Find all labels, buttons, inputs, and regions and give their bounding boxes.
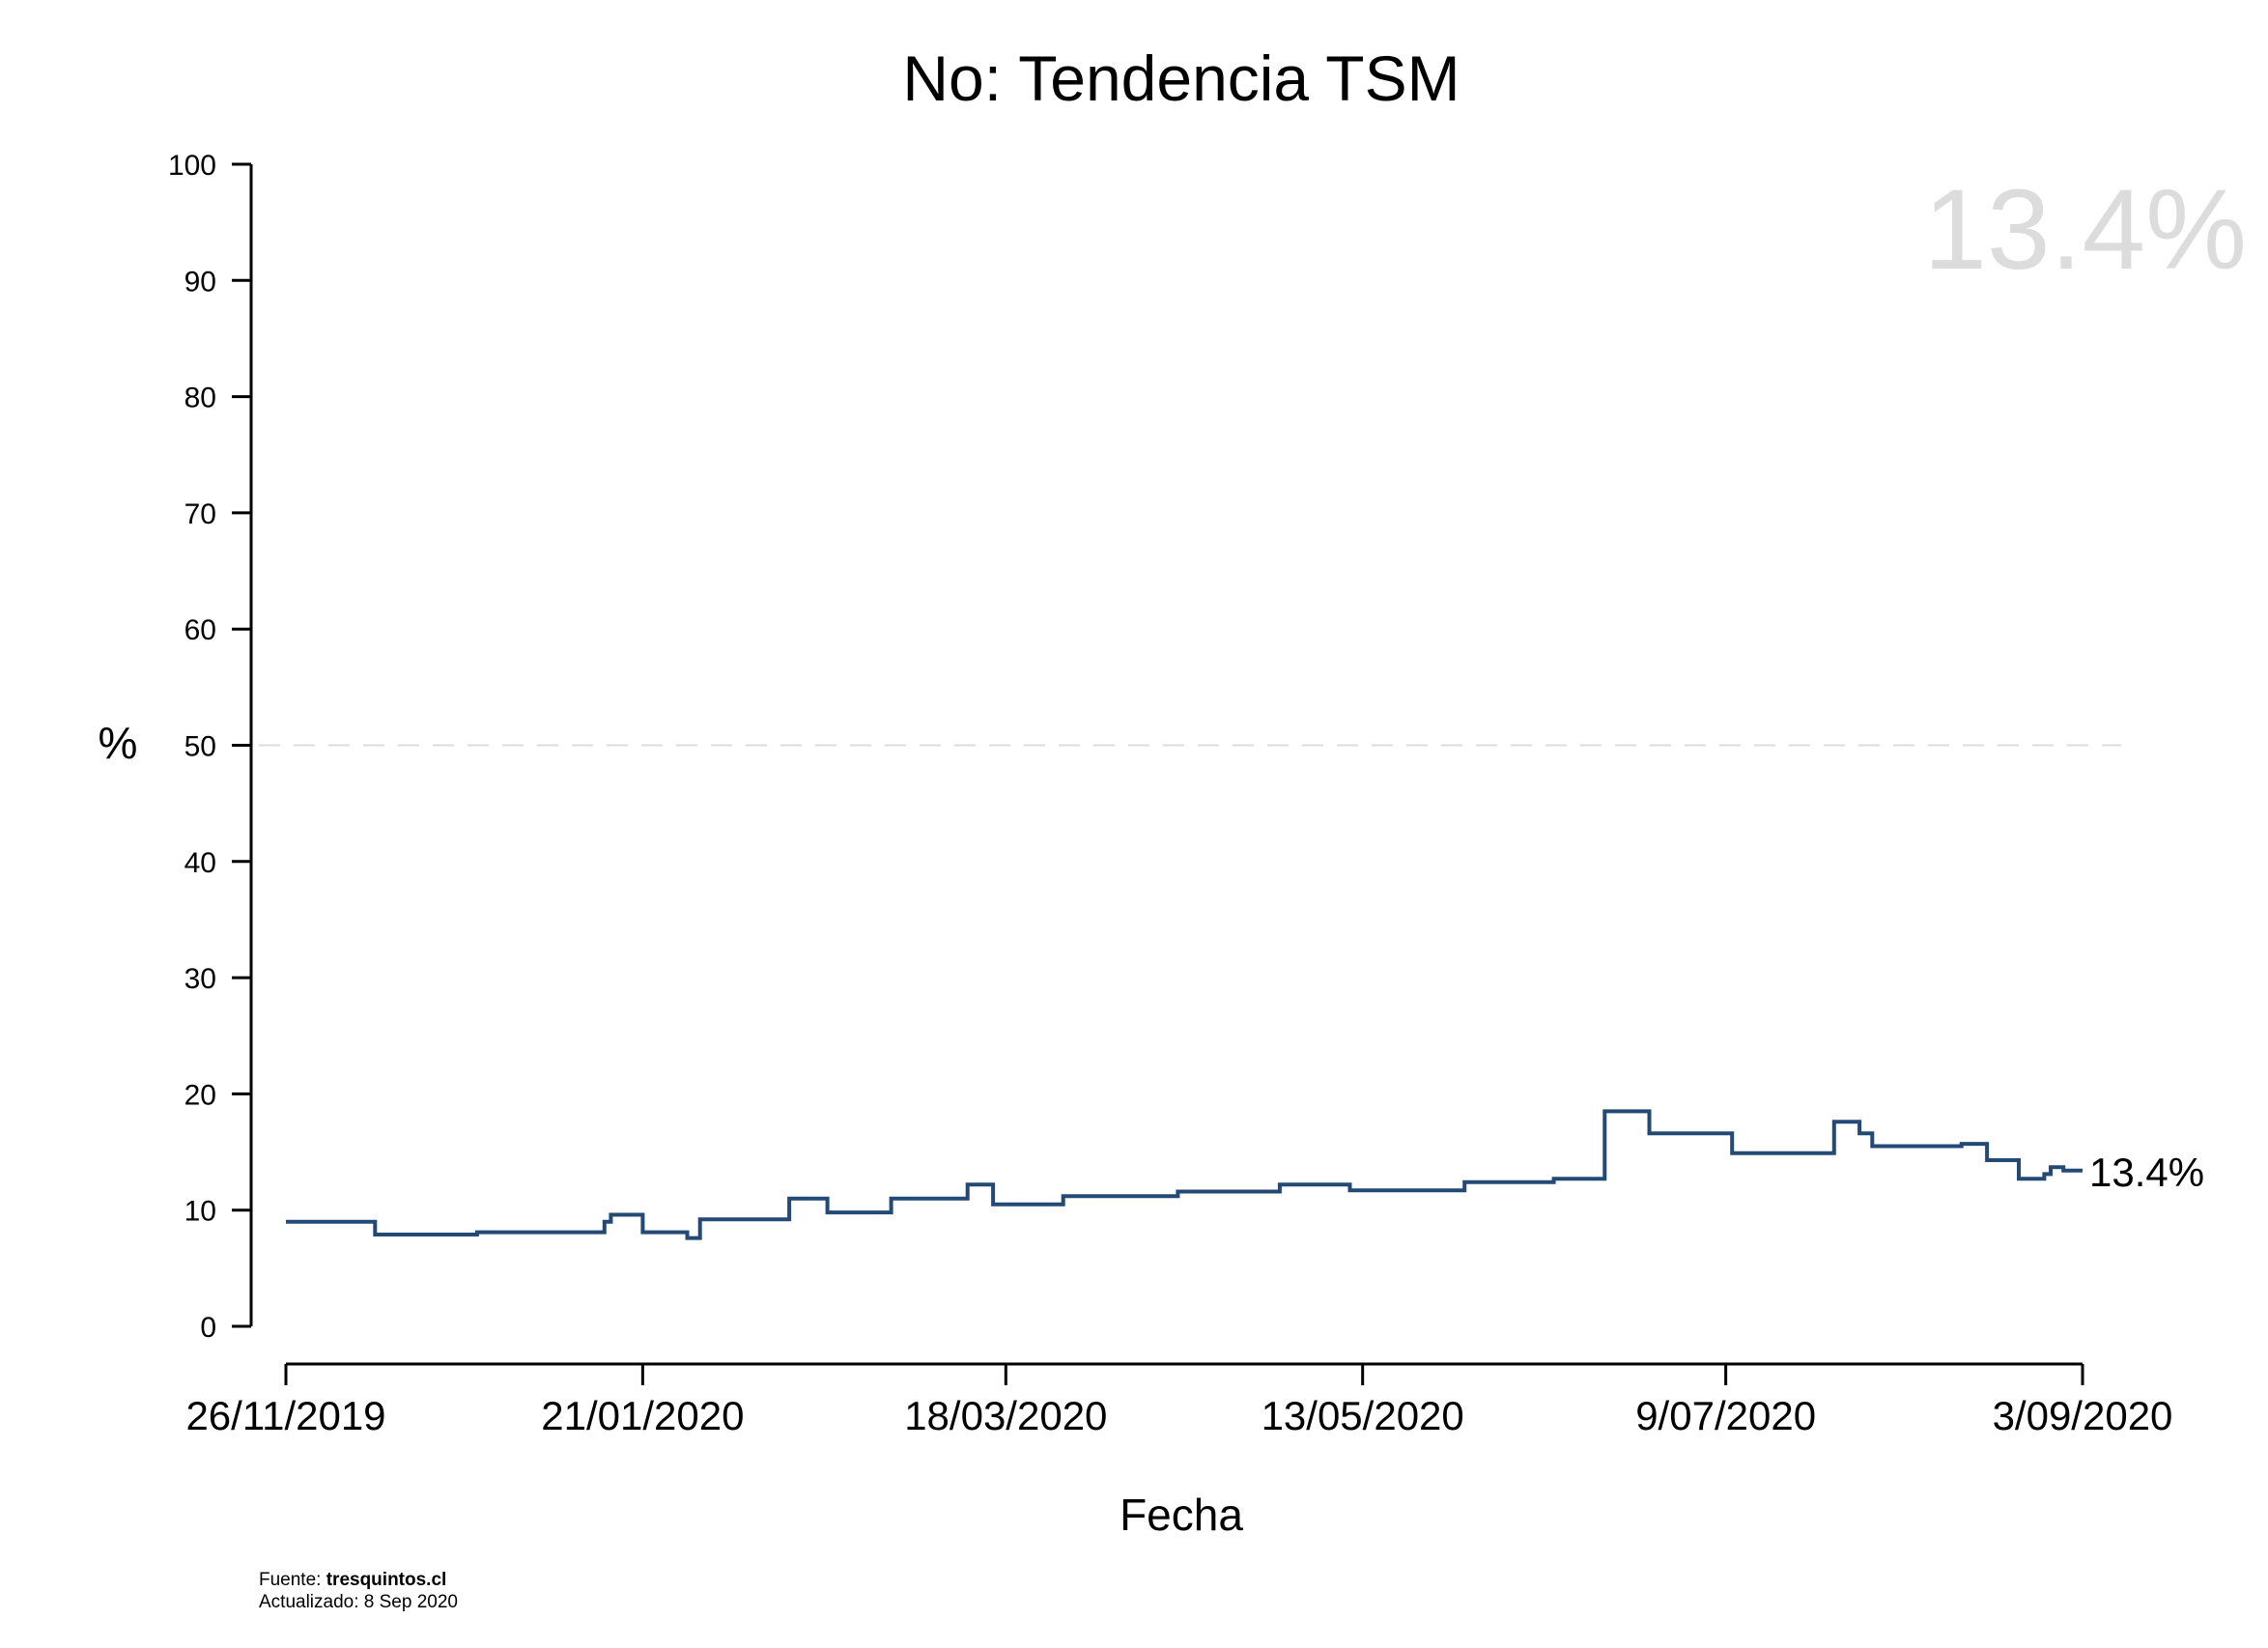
- source-name: tresquintos.cl: [326, 1570, 447, 1590]
- y-tick-label: 50: [184, 731, 216, 763]
- x-tick-label: 21/01/2020: [541, 1393, 744, 1438]
- watermark-value: 13.4%: [1923, 166, 2247, 294]
- end-value-label: 13.4%: [2089, 1150, 2204, 1195]
- y-tick-label: 0: [200, 1312, 216, 1344]
- y-axis-label: %: [99, 718, 138, 768]
- y-tick-label: 20: [184, 1079, 216, 1111]
- y-tick-label: 100: [168, 150, 216, 182]
- source-line: Fuente: tresquintos.cl: [259, 1569, 458, 1591]
- source-prefix: Fuente:: [259, 1570, 326, 1590]
- y-tick-label: 30: [184, 963, 216, 995]
- y-tick-label: 10: [184, 1196, 216, 1228]
- y-tick-label: 70: [184, 498, 216, 530]
- updated-line: Actualizado: 8 Sep 2020: [259, 1592, 458, 1612]
- footer: Fuente: tresquintos.cl Actualizado: 8 Se…: [259, 1569, 458, 1613]
- series-line: [286, 1109, 2083, 1240]
- y-tick-label: 60: [184, 614, 216, 646]
- chart-title: No: Tendencia TSM: [902, 43, 1460, 114]
- x-tick-label: 3/09/2020: [1993, 1393, 2173, 1438]
- x-axis-label: Fecha: [1120, 1490, 1243, 1540]
- y-tick-label: 80: [184, 383, 216, 414]
- x-tick-label: 18/03/2020: [904, 1393, 1107, 1438]
- x-tick-label: 26/11/2019: [185, 1393, 385, 1438]
- series-layer: [286, 1109, 2083, 1240]
- x-tick-label: 13/05/2020: [1262, 1393, 1464, 1438]
- y-tick-label: 90: [184, 266, 216, 298]
- y-tick-label: 40: [184, 847, 216, 879]
- y-axis: 0 10 20 30 40 50 60 70 80 90 100: [168, 150, 253, 1344]
- x-axis: 26/11/2019 21/01/2020 18/03/2020 13/05/2020…: [185, 1362, 2173, 1438]
- x-tick-label: 9/07/2020: [1635, 1393, 1816, 1438]
